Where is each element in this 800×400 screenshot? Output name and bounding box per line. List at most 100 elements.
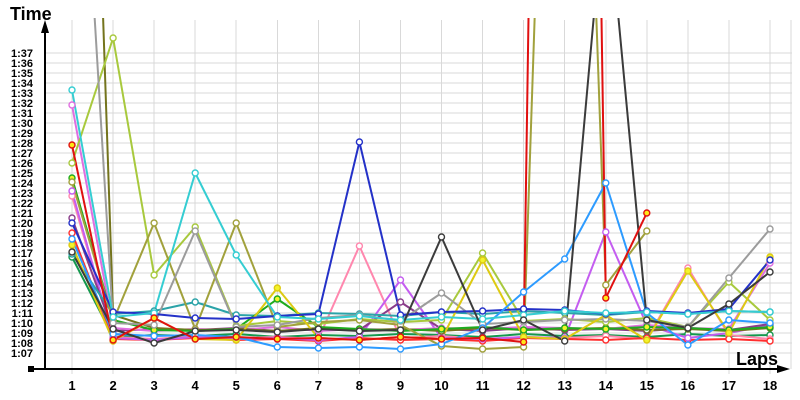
data-point — [109, 34, 117, 42]
x-axis-arrow-icon — [777, 365, 790, 373]
y-tick-label: 1:17 — [11, 248, 33, 260]
data-point — [314, 325, 323, 333]
data-point — [602, 179, 610, 187]
x-tick-label: 3 — [151, 378, 158, 393]
y-tick-label: 1:28 — [11, 138, 33, 150]
series-line-navy — [71, 141, 771, 320]
data-point — [643, 336, 651, 344]
data-point — [437, 289, 446, 297]
y-tick-label: 1:19 — [11, 228, 33, 240]
data-point — [519, 338, 528, 346]
series-markers-navy — [68, 138, 774, 323]
data-point — [150, 339, 158, 347]
data-point — [191, 227, 199, 235]
x-tick-label: 2 — [109, 378, 116, 393]
data-point — [478, 307, 487, 315]
data-point — [437, 313, 446, 321]
y-tick-label: 1:18 — [11, 238, 33, 250]
data-point — [396, 316, 405, 324]
data-point — [273, 284, 281, 292]
tick-labels: 1:071:081:091:101:111:121:131:141:151:16… — [11, 48, 777, 393]
data-point — [68, 187, 76, 195]
data-point — [519, 288, 528, 296]
data-point — [437, 325, 446, 333]
data-point — [109, 313, 117, 321]
x-tick-label: 4 — [192, 378, 200, 393]
series-markers-pink — [68, 192, 774, 343]
y-tick-label: 1:30 — [11, 118, 33, 130]
data-point — [355, 312, 364, 320]
data-point — [561, 307, 569, 315]
data-point — [396, 345, 405, 353]
x-axis-title: Laps — [736, 349, 778, 369]
x-tick-label: 12 — [516, 378, 530, 393]
data-point — [519, 316, 528, 324]
y-tick-label: 1:32 — [11, 98, 33, 110]
data-point — [602, 294, 610, 302]
series-markers-cyan — [68, 86, 774, 324]
data-point — [355, 327, 364, 335]
data-point — [191, 327, 199, 335]
data-point — [150, 314, 158, 322]
x-tick-label: 13 — [557, 378, 571, 393]
y-axis-title: Time — [10, 4, 52, 24]
data-point — [602, 228, 610, 236]
y-tick-label: 1:24 — [11, 178, 34, 190]
x-tick-label: 7 — [315, 378, 322, 393]
y-tick-label: 1:12 — [11, 298, 33, 310]
data-point — [766, 268, 774, 276]
y-tick-label: 1:29 — [11, 128, 33, 140]
data-point — [684, 341, 692, 349]
data-point — [478, 334, 487, 342]
x-tick-label: 18 — [763, 378, 777, 393]
y-tick-label: 1:20 — [11, 218, 33, 230]
data-point — [725, 307, 733, 315]
series-markers-orchid — [68, 101, 774, 335]
data-point — [68, 248, 76, 256]
data-point — [766, 337, 774, 345]
data-point — [355, 343, 364, 351]
y-tick-label: 1:26 — [11, 158, 33, 170]
data-point — [191, 298, 199, 306]
data-point — [355, 138, 364, 146]
y-tick-label: 1:35 — [11, 68, 33, 80]
data-point — [150, 332, 158, 340]
y-tick-label: 1:11 — [12, 308, 33, 320]
data-point — [725, 329, 733, 337]
series-lines — [71, 18, 771, 350]
data-point — [643, 209, 651, 217]
y-tick-label: 1:37 — [11, 48, 33, 60]
data-point — [191, 169, 199, 177]
data-point — [68, 178, 76, 186]
data-point — [396, 326, 405, 334]
data-point — [684, 267, 692, 275]
data-point — [643, 227, 651, 235]
x-tick-label: 11 — [476, 378, 490, 393]
data-point — [643, 308, 651, 316]
series-line-seagreen — [71, 256, 771, 338]
series-line-black — [71, 18, 771, 344]
data-point — [150, 321, 158, 329]
data-point — [273, 321, 281, 329]
data-point — [232, 326, 240, 334]
data-point — [314, 315, 323, 323]
y-tick-label: 1:13 — [11, 288, 33, 300]
data-point — [602, 336, 610, 344]
data-point — [561, 324, 569, 332]
data-point — [68, 101, 76, 109]
data-point — [478, 256, 487, 264]
data-point — [68, 86, 76, 94]
data-point — [109, 319, 117, 327]
x-tick-label: 1 — [68, 378, 75, 393]
data-point — [273, 328, 281, 336]
y-tick-label: 1:10 — [11, 318, 33, 330]
y-axis-arrow-icon — [41, 20, 49, 33]
y-tick-label: 1:31 — [11, 108, 33, 120]
data-point — [478, 326, 487, 334]
axes — [28, 20, 790, 373]
data-point — [561, 316, 569, 324]
data-point — [109, 336, 117, 344]
data-point — [314, 344, 323, 352]
data-point — [766, 308, 774, 316]
